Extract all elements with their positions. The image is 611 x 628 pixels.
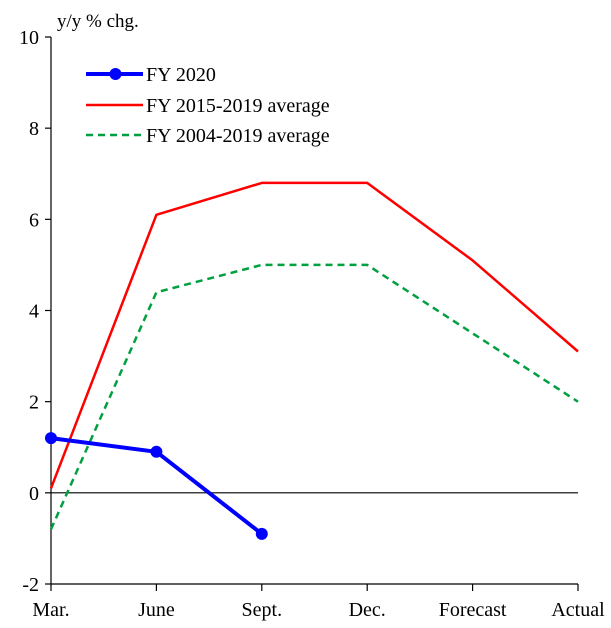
series-point bbox=[150, 445, 163, 458]
series-point bbox=[45, 432, 57, 445]
y-tick-label: 10 bbox=[19, 27, 39, 49]
x-tick-label: Mar. bbox=[32, 599, 69, 621]
y-tick-label: 0 bbox=[29, 483, 39, 505]
y-axis-ticks: -2 0 2 4 6 8 10 bbox=[19, 27, 51, 596]
y-axis-label: y/y % chg. bbox=[57, 11, 139, 32]
legend-label: FY 2015-2019 average bbox=[146, 95, 330, 117]
series-line bbox=[49, 181, 579, 489]
legend-marker bbox=[109, 68, 122, 80]
x-tick-label: Forecast bbox=[439, 599, 507, 621]
x-tick-label: Actual bbox=[551, 599, 605, 621]
series-group bbox=[45, 181, 579, 540]
x-axis-ticks: Mar. June Sept. Dec. Forecast Actual bbox=[32, 584, 605, 621]
x-tick-label: Dec. bbox=[349, 599, 386, 621]
x-tick-label: Sept. bbox=[242, 599, 283, 621]
series-line bbox=[49, 263, 579, 530]
series-point bbox=[255, 527, 268, 540]
axes bbox=[50, 37, 578, 585]
y-tick-label: -2 bbox=[22, 574, 39, 596]
legend-label: FY 2004-2019 average bbox=[146, 125, 330, 147]
y-tick-label: 8 bbox=[29, 118, 39, 140]
y-tick-label: 2 bbox=[29, 392, 39, 414]
legend-label: FY 2020 bbox=[146, 64, 216, 86]
y-tick-label: 4 bbox=[29, 301, 39, 323]
x-tick-label: June bbox=[138, 599, 175, 621]
y-tick-label: 6 bbox=[29, 209, 39, 231]
legend: FY 2020 FY 2015-2019 average FY 2004-2019 … bbox=[86, 64, 330, 147]
